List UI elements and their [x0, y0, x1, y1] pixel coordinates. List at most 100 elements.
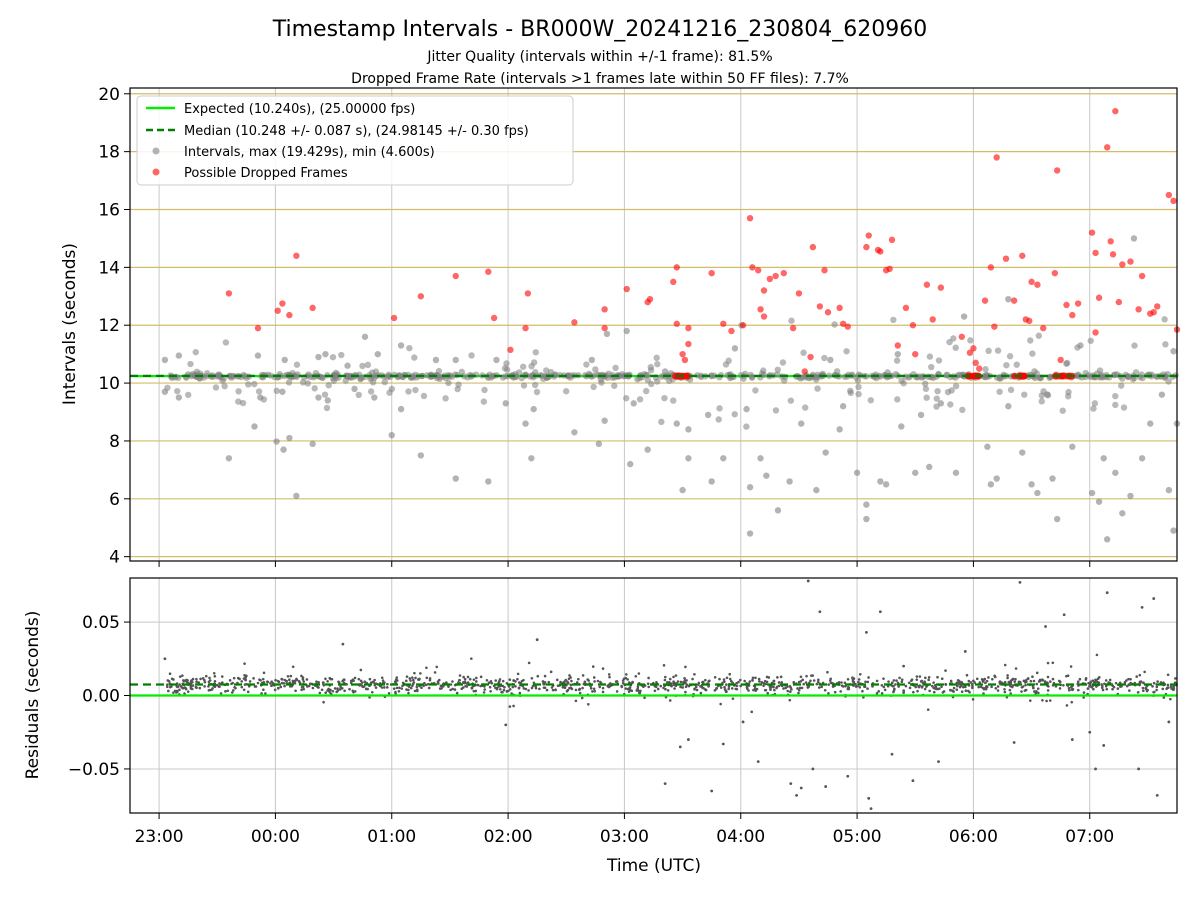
residual-point — [210, 688, 213, 692]
x-tick-label: 06:00 — [949, 827, 998, 847]
residual-point — [1049, 680, 1052, 683]
dropped-frame-point — [807, 353, 814, 361]
interval-point — [329, 353, 337, 361]
interval-point — [1019, 449, 1026, 456]
interval-point — [592, 366, 599, 373]
residual-point — [952, 690, 955, 693]
legend-box — [136, 95, 574, 186]
residual-point — [175, 689, 179, 693]
residual-point — [317, 681, 320, 684]
residual-point — [1095, 653, 1099, 657]
residual-point — [591, 665, 595, 668]
residual-point — [734, 687, 738, 691]
residual-point — [195, 677, 198, 681]
interval-point — [235, 388, 242, 395]
residual-point — [701, 680, 705, 684]
interval-point — [412, 386, 419, 394]
interval-point — [1100, 455, 1107, 462]
residual-point — [971, 698, 975, 701]
residual-point — [1138, 673, 1142, 677]
residual-point — [938, 687, 941, 690]
residual-point — [994, 686, 998, 690]
dropped-frame-point — [888, 236, 896, 244]
residual-point — [394, 678, 398, 681]
residual-point — [1120, 685, 1123, 688]
residual-point — [1169, 697, 1172, 701]
residual-point — [730, 687, 734, 690]
interval-point — [956, 371, 963, 379]
residual-point — [412, 681, 416, 684]
residual-point — [940, 685, 943, 689]
interval-point — [626, 371, 633, 379]
dropped-frame-point — [1088, 229, 1096, 236]
residual-point — [748, 680, 752, 683]
dropped-frame-point — [680, 372, 688, 380]
residual-point — [665, 680, 669, 684]
residual-point — [918, 675, 922, 678]
interval-point — [526, 373, 534, 380]
residual-point — [647, 685, 651, 689]
residual-point — [340, 687, 344, 690]
residual-point — [764, 682, 768, 686]
residual-point — [1094, 678, 1097, 682]
dropped-frame-point — [839, 320, 847, 327]
residual-point — [324, 691, 328, 694]
residual-point — [731, 697, 735, 700]
interval-point — [601, 417, 608, 424]
residual-point — [626, 678, 629, 681]
interval-point — [286, 434, 293, 442]
residual-point — [398, 686, 401, 690]
interval-point — [658, 418, 665, 426]
residual-point — [256, 681, 260, 685]
residual-point — [302, 680, 306, 683]
residual-point — [775, 685, 779, 689]
residual-point — [790, 688, 793, 691]
residual-point — [998, 680, 1002, 683]
residual-point — [960, 690, 964, 694]
intervals-y-tick-label: 10 — [98, 374, 120, 394]
interval-point — [679, 486, 686, 494]
interval-point — [1006, 353, 1014, 360]
interval-point — [685, 426, 692, 433]
residual-point — [408, 677, 412, 680]
dropped-frame-point — [670, 278, 677, 286]
interval-point — [877, 373, 884, 380]
interval-point — [708, 478, 715, 485]
residual-point — [457, 678, 461, 682]
residual-point — [1031, 675, 1034, 679]
dropped-frame-point — [309, 304, 316, 312]
interval-point — [993, 475, 1000, 482]
residual-point — [866, 680, 870, 684]
residual-point — [232, 676, 236, 680]
residual-point — [414, 676, 417, 680]
residual-point — [324, 677, 327, 681]
residual-point — [996, 689, 1000, 692]
interval-point — [533, 388, 541, 396]
residual-point — [451, 680, 454, 683]
dropped-frame-point — [1002, 255, 1010, 262]
residual-point — [455, 691, 459, 695]
residual-point — [286, 674, 290, 678]
residual-point — [707, 680, 711, 683]
residual-point — [809, 679, 812, 683]
interval-point — [1087, 337, 1094, 344]
residual-point — [735, 681, 739, 685]
residual-point — [841, 685, 845, 688]
residual-point — [1093, 680, 1097, 684]
residual-point — [979, 685, 983, 689]
interval-point — [1005, 403, 1012, 410]
interval-point — [254, 352, 262, 359]
residual-point — [305, 678, 309, 681]
interval-point — [623, 395, 630, 402]
residual-point — [857, 680, 860, 684]
residual-point — [1152, 597, 1156, 600]
interval-point — [746, 530, 754, 537]
residual-point — [487, 681, 491, 684]
residual-point — [955, 688, 959, 691]
residual-point — [780, 680, 784, 684]
residual-point — [1086, 687, 1090, 690]
interval-point — [225, 455, 233, 462]
residual-point — [495, 687, 499, 691]
interval-point — [361, 333, 369, 340]
